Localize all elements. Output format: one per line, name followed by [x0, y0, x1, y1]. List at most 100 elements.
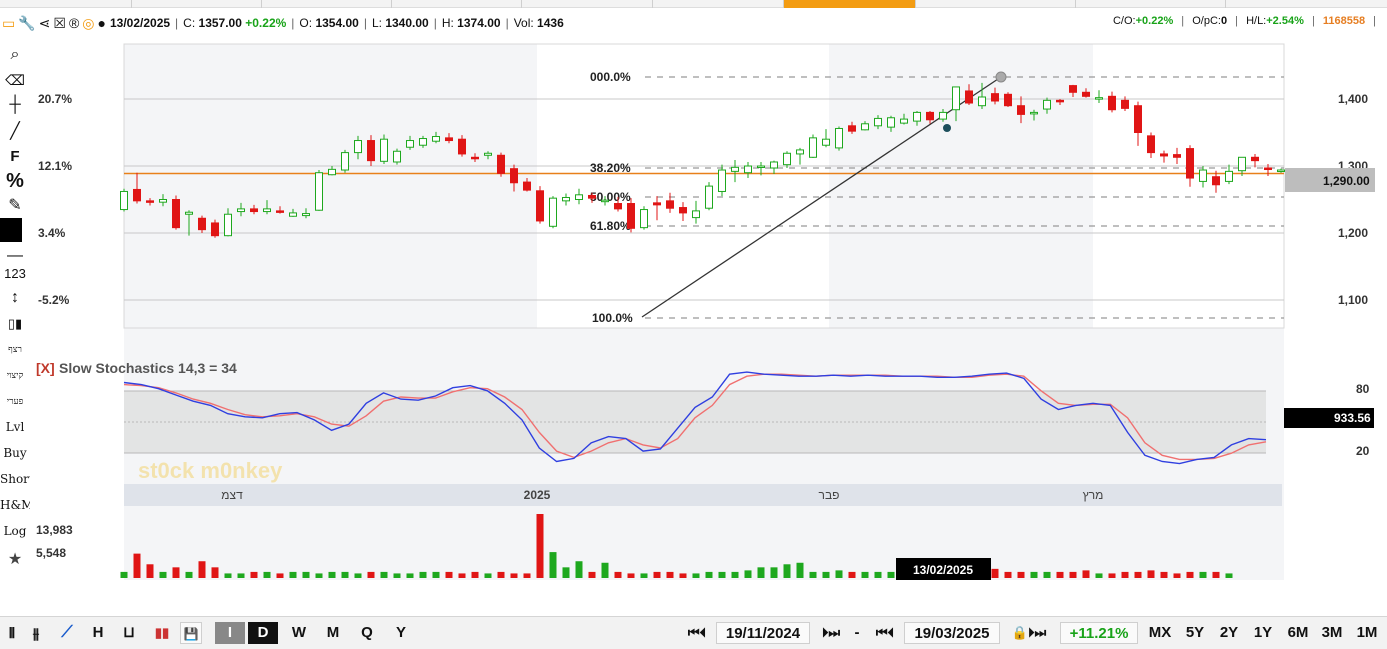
candle-body — [1173, 154, 1181, 158]
color-swatch-icon[interactable] — [0, 218, 22, 242]
hl-label: H/L: — [1246, 15, 1267, 27]
volume-bar — [146, 564, 154, 578]
range-5y-button[interactable]: 5Y — [1185, 624, 1205, 641]
tool-hm[interactable]: H&M — [0, 498, 30, 512]
tab-6[interactable] — [653, 0, 784, 8]
eraser-icon[interactable]: ⌫ — [5, 72, 25, 88]
volume-bar — [1147, 570, 1155, 578]
pencil-icon[interactable]: ✎ — [8, 197, 22, 214]
from-date[interactable]: 19/11/2024 — [716, 622, 810, 644]
line-chart-icon[interactable]: ⟋ — [61, 624, 73, 641]
period-yearly-button[interactable]: Y — [395, 624, 406, 641]
crosshair-icon[interactable]: ┼ — [9, 96, 21, 113]
tool-buy[interactable]: Buy — [3, 446, 27, 460]
numbers-tool[interactable]: 123 — [4, 266, 26, 281]
tab-9[interactable] — [1076, 0, 1226, 8]
range-1m-button[interactable]: 1M — [1356, 624, 1378, 641]
to-forward-lock-icon[interactable]: 🔒⏵⏭ — [1011, 625, 1047, 640]
vol-label: Vol: — [513, 16, 534, 30]
tab-strip — [0, 0, 1387, 8]
tool-lvl[interactable]: Lvl — [5, 420, 25, 434]
x-axis-strip — [124, 484, 1282, 506]
tab-8[interactable] — [916, 0, 1076, 8]
high-label: H: — [441, 16, 454, 30]
candle-body — [393, 150, 401, 163]
wrench-icon[interactable]: 🔧 — [18, 15, 36, 31]
percent-tool[interactable]: % — [6, 170, 24, 192]
period-quarterly-button[interactable]: Q — [361, 624, 373, 641]
candle-body — [1225, 170, 1233, 182]
to-back-icon[interactable]: ⏮⏴ — [875, 625, 895, 640]
left-toolbar: ⌕ ⌫ ┼ ╱ F % ✎ — 123 ↕ ▯▮ רצף קיצוי פערי … — [0, 44, 30, 579]
period-intraday-button[interactable]: I — [215, 622, 245, 644]
from-forward-icon[interactable]: ⏵⏭ — [821, 625, 841, 640]
chat-icon[interactable]: ● — [97, 15, 106, 31]
volume-bar — [640, 573, 648, 578]
volume-bar — [497, 571, 505, 578]
candle-body — [1264, 167, 1272, 171]
quote-date: 13/02/2025 — [109, 16, 171, 30]
calendar-icon[interactable]: ▭ — [2, 15, 16, 31]
candle-body — [809, 137, 817, 158]
candle-body — [1043, 99, 1051, 110]
stoch-close-button[interactable]: [X] — [36, 360, 55, 376]
tab-active[interactable] — [784, 0, 916, 8]
volume-bar — [991, 568, 999, 578]
range-3m-button[interactable]: 3M — [1321, 624, 1343, 641]
candle-body — [549, 197, 557, 227]
period-weekly-button[interactable]: W — [291, 624, 307, 641]
ohlc-icon[interactable]: ⫴ — [9, 625, 15, 641]
tab-1[interactable] — [0, 0, 132, 8]
volume-bar — [302, 571, 310, 578]
vertical-arrows-icon[interactable]: ↕ — [11, 289, 19, 306]
period-monthly-button[interactable]: M — [326, 624, 340, 641]
tool-log[interactable]: Log — [3, 524, 27, 538]
candles-icon[interactable]: ▯▮ — [7, 316, 23, 331]
volume-bar — [1095, 573, 1103, 578]
range-max-button[interactable]: MX — [1148, 624, 1172, 641]
x-axis-label: 2025 — [524, 488, 551, 502]
line-tool-icon[interactable]: ╱ — [10, 123, 20, 140]
candle-body — [484, 152, 492, 156]
candle-icon[interactable]: ⊔ — [123, 624, 135, 641]
tool-gaps[interactable]: פערי — [6, 397, 24, 407]
hl-icon[interactable]: H — [92, 624, 104, 641]
tab-3[interactable] — [262, 0, 392, 8]
security-code: 1168558 — [1322, 15, 1366, 27]
tab-5[interactable] — [522, 0, 653, 8]
search-icon[interactable]: ⌕ — [10, 46, 20, 63]
range-2y-button[interactable]: 2Y — [1219, 624, 1239, 641]
bars-icon[interactable]: ⫵ — [32, 625, 40, 641]
tab-2[interactable] — [132, 0, 262, 8]
period-daily-button[interactable]: D — [248, 622, 278, 644]
share-icon[interactable]: ⋖ — [38, 15, 51, 31]
target-icon[interactable]: ◎ — [82, 15, 95, 31]
save-icon[interactable]: 💾 — [180, 622, 202, 644]
tab-4[interactable] — [392, 0, 522, 8]
volume-bar — [198, 561, 206, 578]
excel-icon[interactable]: ☒ — [53, 15, 66, 31]
tool-edges[interactable]: קיצוי — [6, 371, 24, 381]
volume-bar — [822, 571, 830, 578]
horizontal-line-icon[interactable]: — — [7, 247, 23, 264]
registered-icon[interactable]: ® — [68, 15, 80, 31]
to-date[interactable]: 19/03/2025 — [904, 622, 1000, 644]
volume-bar — [549, 552, 557, 578]
volume-bar — [809, 571, 817, 578]
fib-tool[interactable]: F — [10, 148, 20, 165]
candle-body — [848, 125, 856, 132]
volume-bar — [796, 562, 804, 578]
volume-bar — [458, 573, 466, 578]
from-back-icon[interactable]: ⏮⏴ — [687, 625, 707, 640]
tool-short[interactable]: Short — [0, 472, 30, 486]
color-bars-icon[interactable]: ▮▮ — [154, 625, 170, 640]
volume-bar — [367, 571, 375, 578]
star-icon[interactable]: ★ — [7, 551, 23, 568]
tool-sequence[interactable]: רצף — [8, 345, 22, 355]
candle-body — [250, 208, 258, 213]
range-1y-button[interactable]: 1Y — [1253, 624, 1273, 641]
vol-value: 1436 — [537, 16, 564, 30]
volume-bar — [1030, 571, 1038, 578]
range-6m-button[interactable]: 6M — [1287, 624, 1309, 641]
